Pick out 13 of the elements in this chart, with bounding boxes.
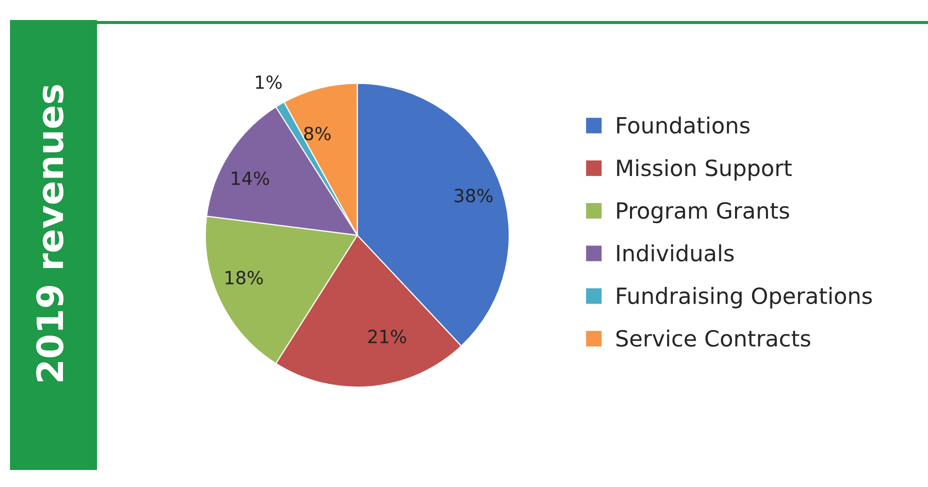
data-label: 14%: [232, 171, 270, 186]
legend-label: Service Contracts: [616, 330, 810, 347]
legend-label: Mission Support: [617, 159, 792, 181]
data-label: 1%: [256, 75, 282, 89]
text: 2019 revenues: [36, 85, 64, 382]
data-label: 21%: [368, 330, 406, 344]
data-label: 8%: [304, 126, 331, 140]
data-label: 18%: [226, 270, 263, 284]
data-label: 38%: [454, 188, 492, 202]
legend-label: Fundraising Operations: [617, 286, 872, 308]
legend-label: Individuals: [617, 244, 734, 262]
legend-label: Program Grants: [617, 202, 790, 224]
legend-label: Foundations: [617, 116, 750, 134]
